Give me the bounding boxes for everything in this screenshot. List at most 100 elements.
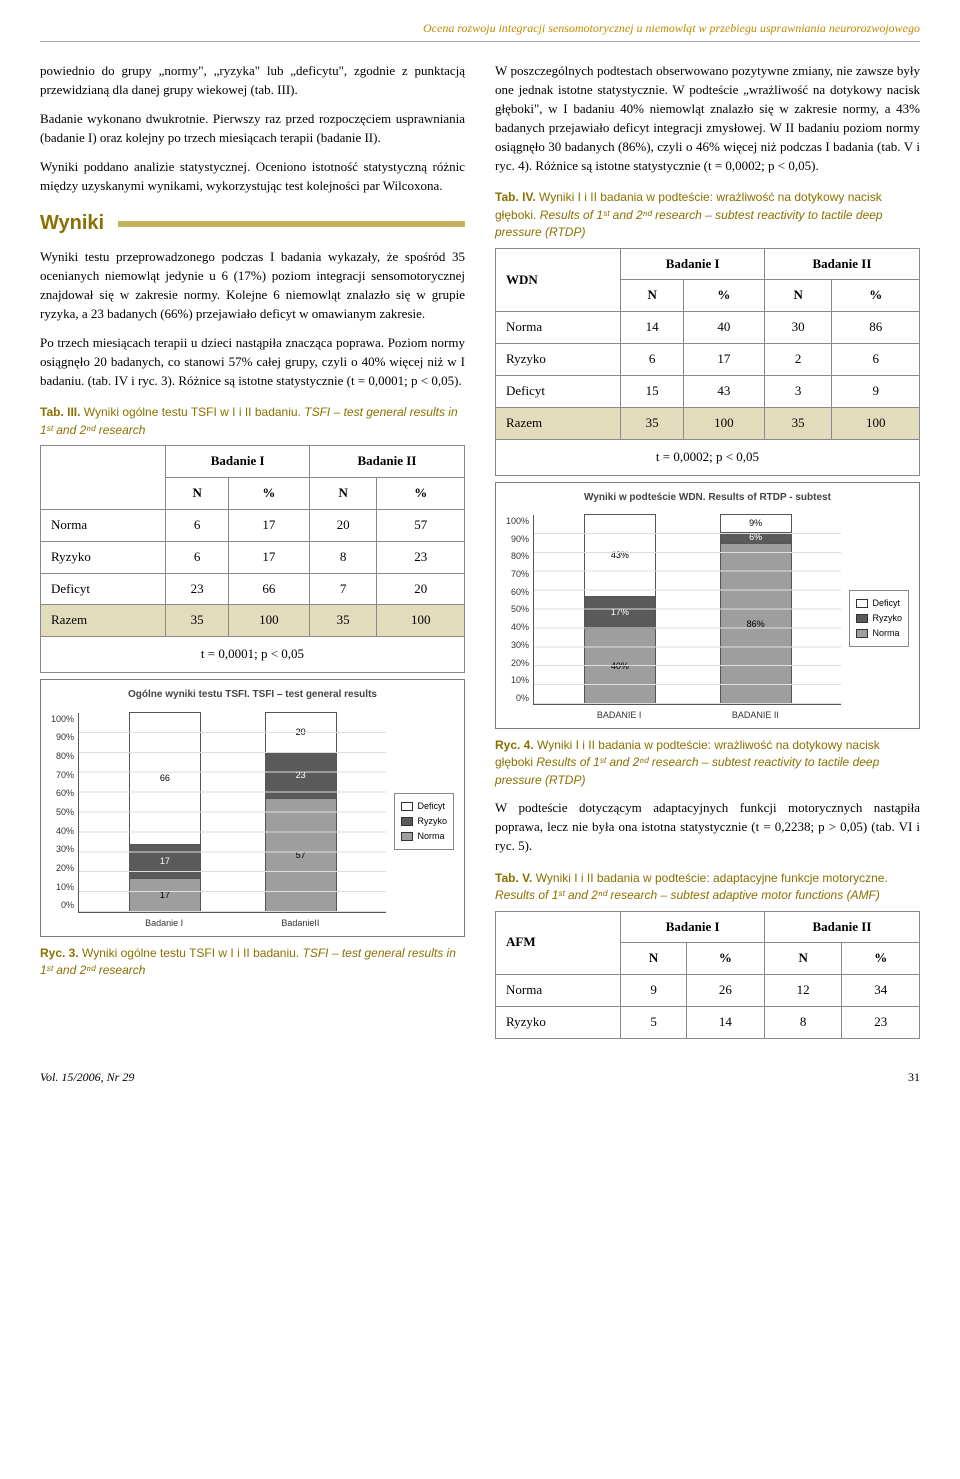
cell: t = 0,0001; p < 0,05 — [41, 637, 465, 673]
cell: 23 — [166, 573, 228, 605]
tab4-caption: Tab. IV. Wyniki I i II badania w podteśc… — [495, 189, 920, 241]
cell: 6 — [621, 344, 683, 376]
seg-deficyt: 66 — [130, 713, 200, 844]
seg-ryzyko: 17% — [585, 596, 655, 628]
cell: 8 — [764, 1007, 842, 1039]
legend-item: Deficyt — [856, 597, 902, 610]
legend-item: Ryzyko — [856, 612, 902, 625]
table-iii: Badanie I Badanie II N % N % Norma 6 17 … — [40, 445, 465, 673]
tab-title-pl: Wyniki ogólne testu TSFI w I i II badani… — [80, 405, 304, 419]
cell: Norma — [496, 312, 621, 344]
x-tick-label: BADANIE I — [583, 709, 655, 722]
table-v: AFM Badanie I Badanie II N % N % Norma 9… — [495, 911, 920, 1039]
legend: Deficyt Ryzyko Norma — [849, 590, 909, 647]
cell: 23 — [377, 541, 465, 573]
tab-title-pl: Wyniki I i II badania w podteście: adapt… — [532, 871, 887, 885]
para: Badanie wykonano dwukrotnie. Pierwszy ra… — [40, 110, 465, 148]
th-n: N — [309, 477, 377, 509]
table-row-total: Razem 35 100 35 100 — [496, 407, 920, 439]
seg-norma: 40% — [585, 628, 655, 704]
bar: 572320 — [265, 712, 337, 912]
table-iv: WDN Badanie I Badanie II N % N % Norma 1… — [495, 248, 920, 476]
y-axis: 100%90%80%70%60%50%40%30%20%10%0% — [51, 713, 78, 913]
th-n: N — [621, 943, 686, 975]
chart-tsfi-general: Ogólne wyniki testu TSFI. TSFI – test ge… — [40, 679, 465, 937]
cell: Razem — [41, 605, 166, 637]
seg-ryzyko: 17 — [130, 844, 200, 878]
cell: 100 — [832, 407, 920, 439]
th-badanie2: Badanie II — [764, 911, 919, 943]
legend-item: Norma — [856, 627, 902, 640]
table-row: Ryzyko 6 17 8 23 — [41, 541, 465, 573]
para: W poszczególnych podtestach obserwowano … — [495, 62, 920, 175]
para: Wyniki testu przeprowadzonego podczas I … — [40, 248, 465, 323]
section-head-label: Wyniki — [40, 209, 104, 238]
table-row-total: Razem 35 100 35 100 — [41, 605, 465, 637]
table-row: Deficyt 23 66 7 20 — [41, 573, 465, 605]
table-row: Norma 9 26 12 34 — [496, 975, 920, 1007]
cell: 6 — [832, 344, 920, 376]
seg-deficyt: 20 — [266, 713, 336, 753]
plot-area: 40%17%43%86%6%9% — [533, 515, 841, 705]
section-rule — [118, 221, 465, 227]
cell: 2 — [764, 344, 832, 376]
tab-num: Tab. IV. — [495, 190, 536, 204]
cell: 7 — [309, 573, 377, 605]
cell: 20 — [377, 573, 465, 605]
seg-norma: 86% — [721, 543, 791, 704]
chart-title: Wyniki w podteście WDN. Results of RTDP … — [506, 491, 909, 506]
th-n: N — [764, 943, 842, 975]
legend-swatch-icon — [856, 599, 868, 608]
th-pct: % — [228, 477, 309, 509]
cell: 14 — [686, 1007, 764, 1039]
table-row: Deficyt 15 43 3 9 — [496, 376, 920, 408]
grid-icon — [79, 713, 386, 912]
tab-num: Tab. V. — [495, 871, 532, 885]
seg-ryzyko: 6% — [721, 532, 791, 543]
cell: 3 — [764, 376, 832, 408]
cell: Ryzyko — [41, 541, 166, 573]
cell: 5 — [621, 1007, 686, 1039]
th-pct: % — [683, 280, 764, 312]
cell: Norma — [496, 975, 621, 1007]
legend-label: Ryzyko — [417, 815, 447, 828]
fig-title-en: Results of 1ˢᵗ and 2ⁿᵈ research – subtes… — [495, 755, 879, 786]
cell: 23 — [842, 1007, 920, 1039]
cell: Deficyt — [41, 573, 166, 605]
cell: 34 — [842, 975, 920, 1007]
th-badanie1: Badanie I — [621, 248, 764, 280]
th-n: N — [764, 280, 832, 312]
cell: 40 — [683, 312, 764, 344]
table-row: Norma 14 40 30 86 — [496, 312, 920, 344]
cell: 26 — [686, 975, 764, 1007]
cell: 6 — [166, 541, 228, 573]
legend-label: Deficyt — [417, 800, 445, 813]
footer-vol: Vol. 15/2006, Nr 29 — [40, 1069, 134, 1086]
legend-label: Norma — [417, 830, 444, 843]
legend-swatch-icon — [856, 614, 868, 623]
table-row: Norma 6 17 20 57 — [41, 509, 465, 541]
cell: 15 — [621, 376, 683, 408]
bar: 171766 — [129, 712, 201, 912]
cell: 35 — [764, 407, 832, 439]
cell: t = 0,0002; p < 0,05 — [496, 439, 920, 475]
cell: 9 — [832, 376, 920, 408]
table-footnote: t = 0,0001; p < 0,05 — [41, 637, 465, 673]
y-axis: 100%90%80%70%60%50%40%30%20%10%0% — [506, 515, 533, 705]
cell: Norma — [41, 509, 166, 541]
para: Po trzech miesiącach terapii u dzieci na… — [40, 334, 465, 391]
th-pct: % — [842, 943, 920, 975]
cell: Deficyt — [496, 376, 621, 408]
legend-label: Norma — [872, 627, 899, 640]
th-pct: % — [832, 280, 920, 312]
th-n: N — [166, 477, 228, 509]
cell: 66 — [228, 573, 309, 605]
cell: 30 — [764, 312, 832, 344]
tab5-caption: Tab. V. Wyniki I i II badania w podteści… — [495, 870, 920, 905]
cell: Ryzyko — [496, 1007, 621, 1039]
cell: 100 — [228, 605, 309, 637]
x-tick-label: Badanie I — [128, 917, 200, 930]
chart-title: Ogólne wyniki testu TSFI. TSFI – test ge… — [51, 688, 454, 703]
th-badanie2: Badanie II — [764, 248, 919, 280]
cell: 8 — [309, 541, 377, 573]
